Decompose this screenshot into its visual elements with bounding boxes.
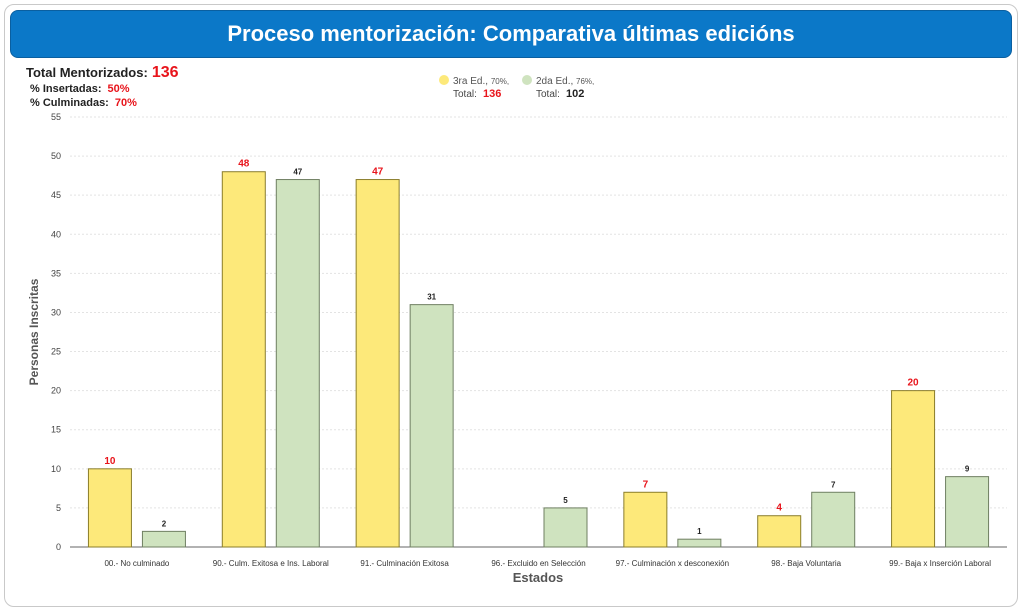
- y-tick-label: 15: [51, 425, 61, 435]
- x-tick-label: 97.- Culminación x desconexión: [616, 559, 729, 568]
- legend-series-name: 3ra Ed.,: [453, 76, 491, 87]
- bar-series-2: [945, 476, 990, 548]
- x-tick-label: 90.- Culm. Exitosa e Ins. Laboral: [213, 559, 329, 568]
- y-tick-label: 45: [51, 190, 61, 200]
- data-label-series-2: 1: [697, 527, 702, 536]
- bar-series-1: [221, 171, 266, 548]
- data-label-series-2: 5: [563, 496, 568, 505]
- data-label-series-1: 48: [238, 159, 250, 170]
- bar-series-1: [623, 491, 668, 548]
- total-label: Total Mentorizados:: [26, 65, 148, 80]
- legend-entry-series-2: 2da Ed., 76%,: [536, 76, 594, 87]
- y-tick-label: 50: [51, 151, 61, 161]
- y-tick-label: 30: [51, 307, 61, 317]
- culminadas-label: % Culminadas:: [30, 97, 109, 109]
- data-label-series-2: 31: [427, 293, 436, 302]
- culminadas-value: 70%: [114, 97, 137, 109]
- y-axis-title: Personas Inscritas: [27, 278, 41, 385]
- y-tick-label: 5: [56, 503, 61, 513]
- insertadas-label: % Insertadas:: [30, 83, 102, 95]
- x-tick-label: 99.- Baja x Inserción Laboral: [889, 559, 991, 568]
- data-label-series-2: 9: [965, 465, 970, 474]
- data-label-series-1: 47: [372, 167, 384, 178]
- legend-total-value: 102: [566, 88, 584, 100]
- culminadas-row: % Culminadas: 70%: [30, 96, 179, 110]
- bar-series-1: [355, 179, 400, 548]
- summary-panel: Total Mentorizados: 136 % Insertadas: 50% …: [26, 64, 179, 110]
- y-tick-label: 55: [51, 112, 61, 122]
- data-label-series-2: 7: [831, 480, 836, 489]
- insertadas-value: 50%: [107, 83, 130, 95]
- bar-series-2: [543, 507, 588, 548]
- bar-series-2: [141, 530, 186, 548]
- page-title-text: Proceso mentorización: Comparativa últim…: [227, 21, 795, 46]
- x-tick-label: 96.- Excluido en Selección: [491, 559, 585, 568]
- x-tick-label: 91.- Culminación Exitosa: [360, 559, 449, 568]
- data-label-series-1: 20: [908, 378, 920, 389]
- y-tick-label: 10: [51, 464, 61, 474]
- total-mentorizados: Total Mentorizados: 136: [26, 64, 179, 82]
- data-label-series-1: 4: [776, 503, 782, 514]
- x-tick-label: 00.- No culminado: [104, 559, 169, 568]
- bar-series-2: [811, 491, 856, 548]
- bar-series-1: [757, 515, 802, 548]
- y-tick-label: 35: [51, 268, 61, 278]
- bar-series-2: [677, 538, 722, 548]
- total-value: 136: [151, 64, 179, 81]
- y-tick-label: 20: [51, 386, 61, 396]
- legend-series-pct: 70%,: [491, 77, 509, 86]
- bar-series-1: [891, 390, 936, 548]
- data-label-series-2: 2: [162, 519, 167, 528]
- x-tick-label: 98.- Baja Voluntaria: [771, 559, 841, 568]
- data-label-series-1: 10: [104, 456, 116, 467]
- data-label-series-2: 47: [293, 168, 302, 177]
- legend-series-name: 2da Ed.,: [536, 76, 576, 87]
- legend-total-value: 136: [483, 88, 501, 100]
- y-tick-label: 40: [51, 229, 61, 239]
- data-label-series-1: 7: [643, 479, 649, 490]
- y-tick-label: 25: [51, 347, 61, 357]
- bar-series-2: [409, 304, 454, 548]
- bar-series-2: [275, 179, 320, 548]
- bar-series-1: [87, 468, 132, 548]
- legend-total-label: Total:: [453, 89, 477, 100]
- y-tick-label: 0: [56, 542, 61, 552]
- legend-series-pct: 76%,: [576, 77, 594, 86]
- insertadas-row: % Insertadas: 50%: [30, 82, 179, 96]
- legend-marker-series-2: [522, 75, 532, 85]
- legend-marker-series-1: [439, 75, 449, 85]
- legend-total-label: Total:: [536, 89, 560, 100]
- legend-entry-series-1: 3ra Ed., 70%,: [453, 76, 509, 87]
- page-title: Proceso mentorización: Comparativa últim…: [10, 10, 1012, 58]
- x-axis-title: Estados: [513, 570, 564, 585]
